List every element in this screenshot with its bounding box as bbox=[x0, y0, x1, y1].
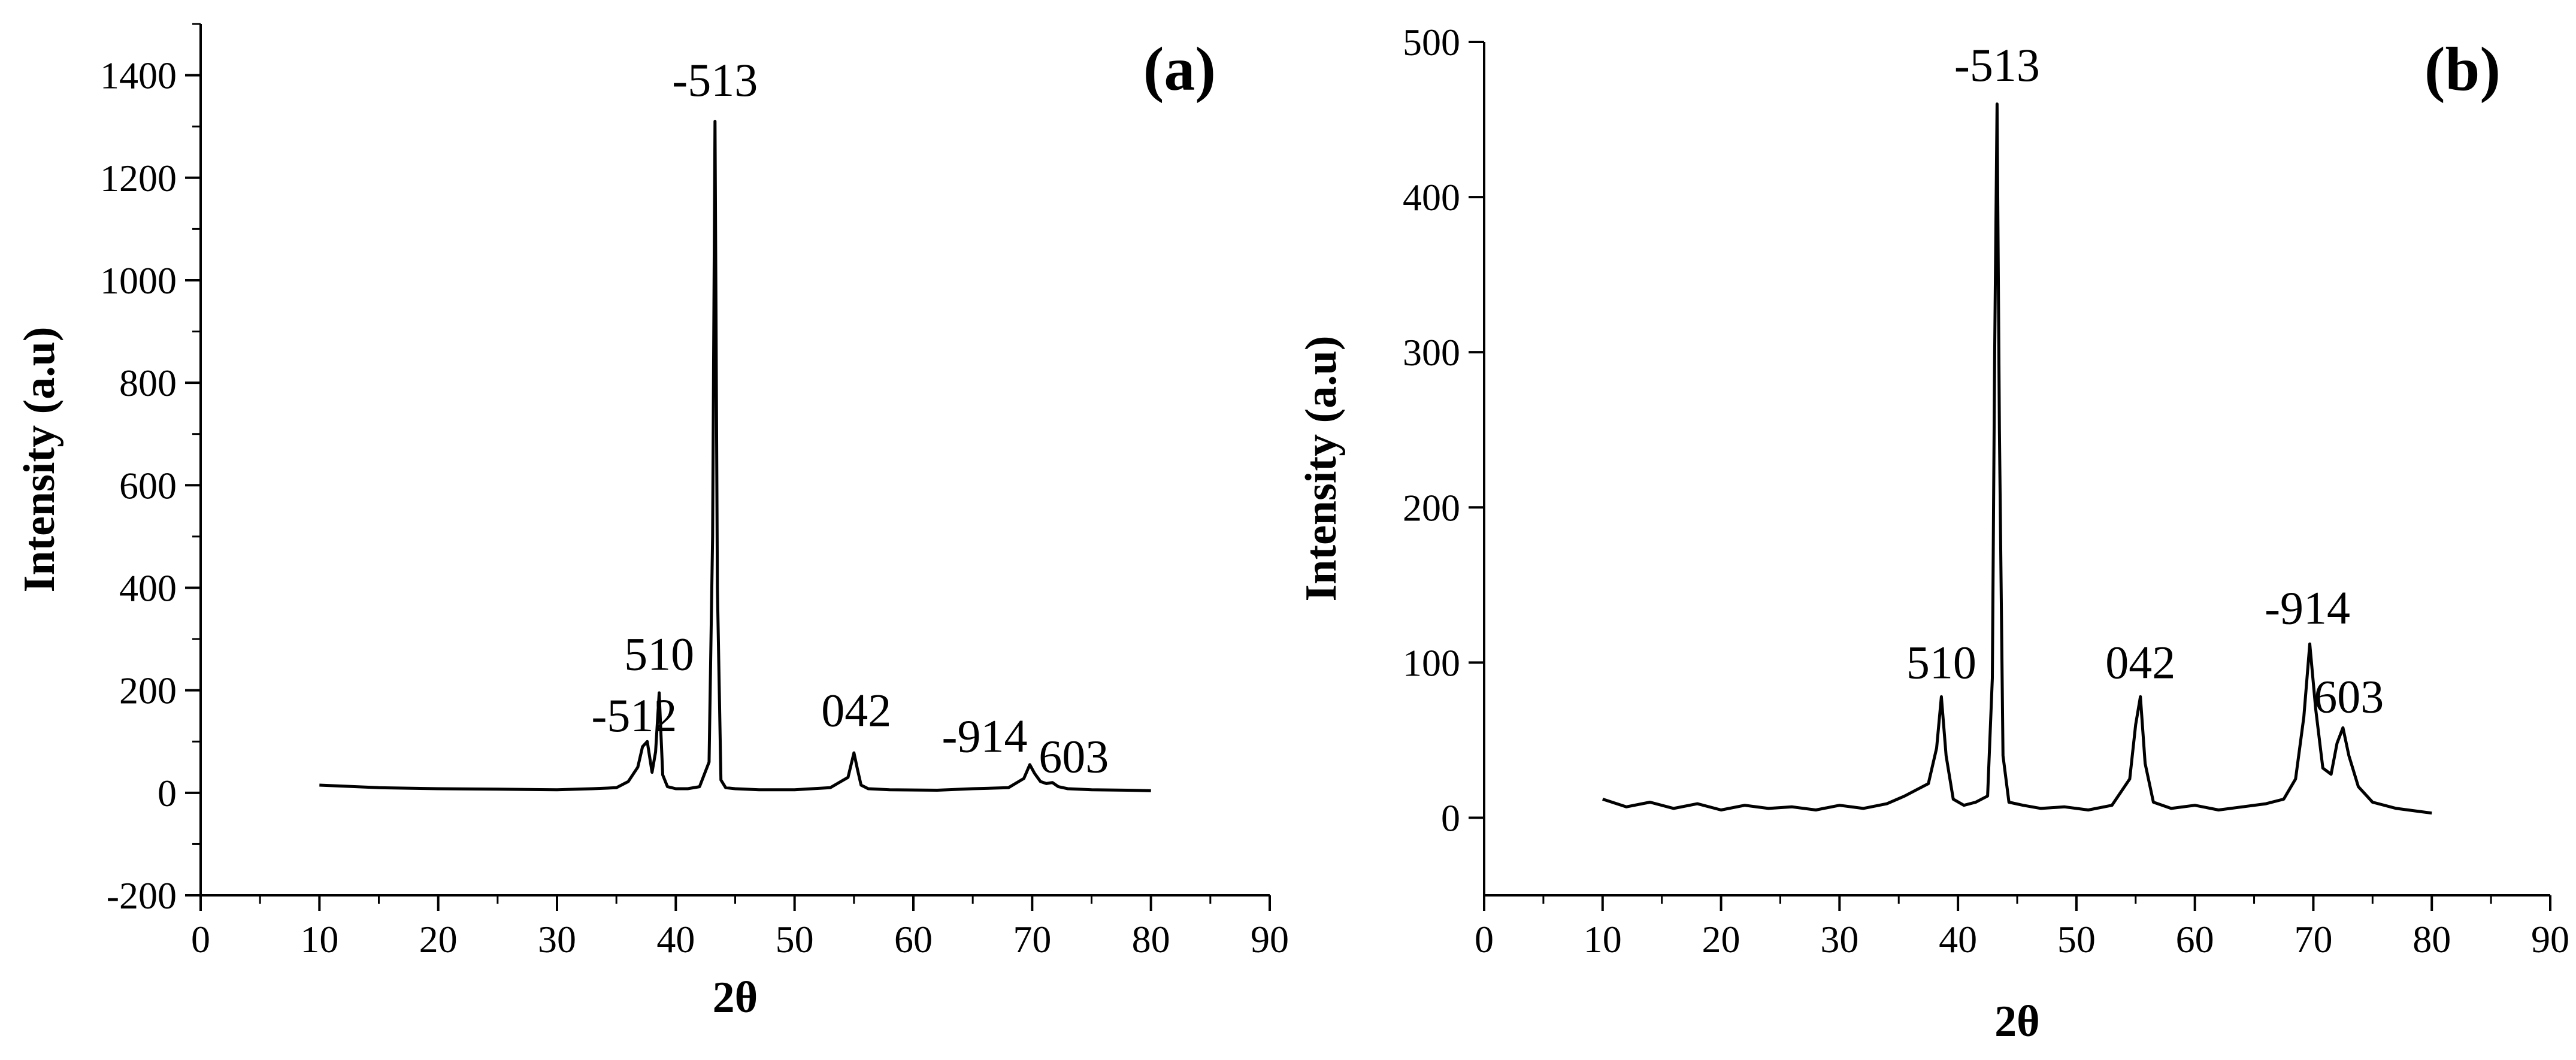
x-tick-label: 80 bbox=[2412, 918, 2451, 961]
x-tick-label: 70 bbox=[2294, 918, 2332, 961]
x-tick-label: 90 bbox=[1251, 918, 1289, 961]
x-tick-label: 40 bbox=[1939, 918, 1977, 961]
x-tick-label: 60 bbox=[894, 918, 933, 961]
panel-label: (b) bbox=[2424, 35, 2501, 104]
y-tick-label: 300 bbox=[1403, 331, 1460, 374]
series-line bbox=[1602, 102, 2432, 815]
x-tick-label: 60 bbox=[2176, 918, 2214, 961]
x-tick-label: 40 bbox=[656, 918, 695, 961]
panel-label: (a) bbox=[1143, 35, 1216, 104]
chart-panel-a: 0 10 20 30 40 50 60 70 80 90 -200 0 200 400 600 800 1000… bbox=[15, 23, 1289, 1022]
y-tick-label: 200 bbox=[1403, 486, 1460, 529]
y-tick-label: 600 bbox=[119, 464, 177, 507]
x-tick-label: 20 bbox=[419, 918, 458, 961]
x-axis-title: 2θ bbox=[713, 973, 758, 1022]
y-tick-label: 1400 bbox=[100, 54, 177, 97]
y-tick-label: 1000 bbox=[100, 259, 177, 302]
x-tick-label: 0 bbox=[1475, 918, 1494, 961]
y-axis-title: Intensity (a.u) bbox=[15, 326, 64, 592]
y-tick-label: 0 bbox=[1441, 796, 1460, 839]
peak-label: 042 bbox=[821, 685, 891, 737]
y-tick-label: 0 bbox=[158, 772, 177, 814]
y-tick-label: 100 bbox=[1403, 641, 1460, 684]
x-tick-label: 20 bbox=[1702, 918, 1740, 961]
y-tick-label: 500 bbox=[1403, 21, 1460, 63]
peak-label: 510 bbox=[1906, 636, 1976, 688]
peak-label: 042 bbox=[2105, 636, 2175, 688]
y-tick-label: 200 bbox=[119, 670, 177, 712]
y-axis-title: Intensity (a.u) bbox=[1297, 335, 1346, 601]
y-tick-label: 1200 bbox=[100, 157, 177, 199]
peak-label: 603 bbox=[1039, 731, 1109, 783]
x-tick-label: 80 bbox=[1132, 918, 1170, 961]
x-tick-label: 0 bbox=[191, 918, 210, 961]
chart-panel-b: 0 10 20 30 40 50 60 70 80 90 0 100 200 300 400 500 2θ Int… bbox=[1297, 21, 2569, 1046]
y-tick-label: 800 bbox=[119, 362, 177, 404]
peak-label: -513 bbox=[672, 54, 758, 106]
peak-label: 510 bbox=[624, 628, 694, 680]
x-tick-label: 50 bbox=[2057, 918, 2096, 961]
peak-label: -914 bbox=[2265, 582, 2350, 634]
y-tick-label: 400 bbox=[119, 567, 177, 609]
x-tick-label: 50 bbox=[776, 918, 814, 961]
x-tick-label: 70 bbox=[1013, 918, 1051, 961]
x-tick-label: 30 bbox=[538, 918, 576, 961]
x-tick-label: 90 bbox=[2531, 918, 2569, 961]
series-line bbox=[319, 120, 1151, 792]
x-axis-title: 2θ bbox=[1994, 997, 2040, 1046]
y-tick-label: 400 bbox=[1403, 176, 1460, 219]
peak-label: -914 bbox=[942, 710, 1028, 762]
peak-label: 603 bbox=[2314, 670, 2384, 722]
peak-label: -513 bbox=[1954, 39, 2040, 91]
peak-label: -512 bbox=[591, 689, 677, 741]
x-tick-label: 30 bbox=[1820, 918, 1858, 961]
y-tick-label: -200 bbox=[107, 874, 177, 917]
x-tick-label: 10 bbox=[300, 918, 338, 961]
x-tick-label: 10 bbox=[1584, 918, 1622, 961]
